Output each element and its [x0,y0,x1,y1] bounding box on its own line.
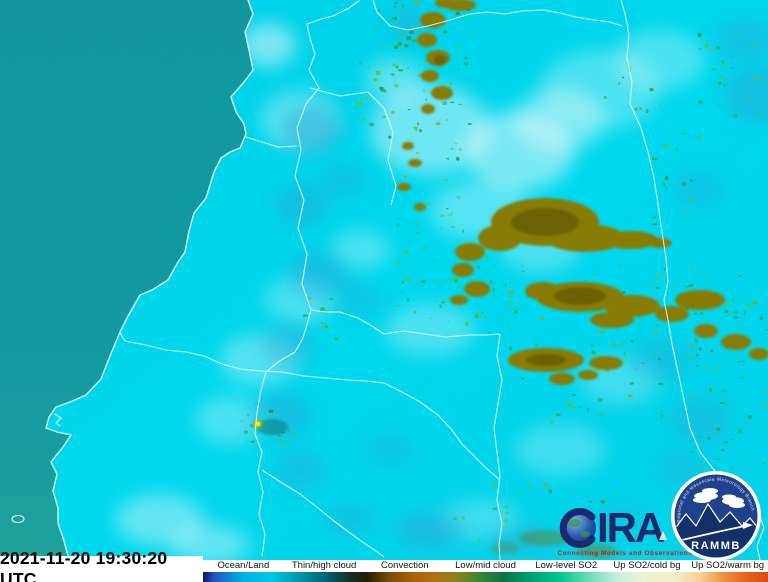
legend-colorbar [203,572,768,582]
mountains-icon [675,502,757,557]
legend-label: Convection [381,560,429,571]
legend-label: Up SO2/cold bg [613,560,681,571]
rammb-logo: Regional and Mesoscale Meteorology Branc… [671,471,761,561]
cloud-icons [693,488,745,508]
aircraft-icon [743,522,753,529]
timestamp-text: 2021-11-20 19:30:20 UTC [0,548,168,582]
legend-label: Low-level SO2 [535,560,598,571]
legend: Ocean/Land Thin/high cloud Convection Low/m… [203,560,768,582]
cira-tagline: Connecting Models and Observations [557,550,692,557]
rammb-name: RAMMB [691,540,741,552]
legend-label: Ocean/Land [217,560,270,571]
timestamp-box: 2021-11-20 19:30:20 UTC [0,548,203,582]
cira-letter-c [559,508,596,548]
legend-label: Thin/high cloud [291,560,357,571]
cira-letters: IRA [597,504,665,551]
satellite-dish-icon [659,531,667,540]
contrail-icon [681,525,746,541]
legend-label: Low/mid cloud [455,560,516,571]
legend-label: Up SO2/warm bg [691,560,765,571]
cira-logo: IRA Connecting Models and Observations [557,504,692,557]
legend-labels-row: Ocean/Land Thin/high cloud Convection Low/m… [203,560,768,572]
